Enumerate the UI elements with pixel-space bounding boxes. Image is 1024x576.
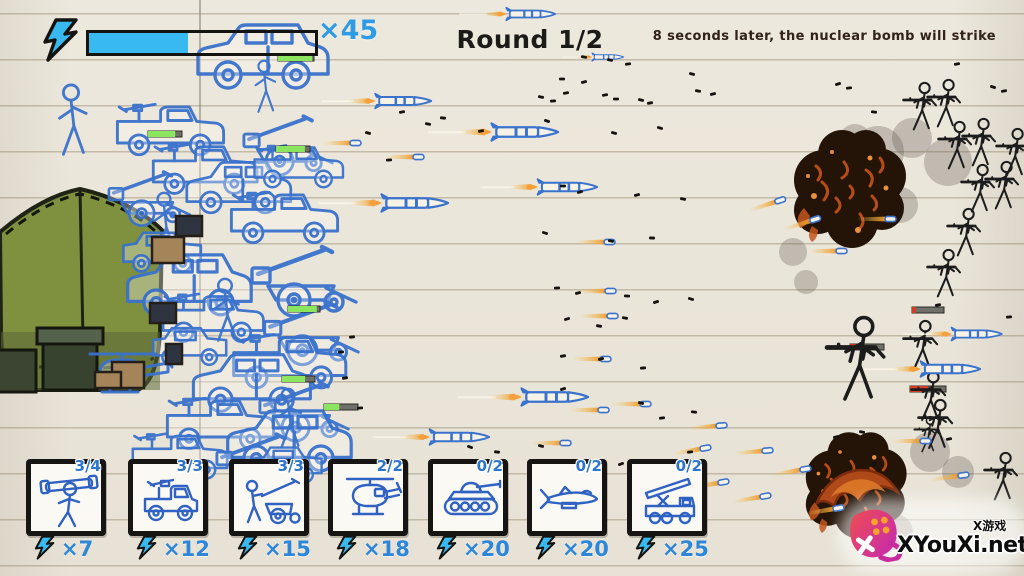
cost-artillery: ×15 xyxy=(237,535,311,562)
cost-value: ×20 xyxy=(562,536,609,561)
cost-bolt-icon xyxy=(34,535,55,560)
cost-gun-truck: ×12 xyxy=(136,535,210,562)
watermark-site: XYouXi.net xyxy=(897,533,1024,558)
watermark-tag: X游戏 xyxy=(973,519,1007,533)
unit-card-tank[interactable]: 0/2 xyxy=(428,457,508,536)
cost-bolt-icon xyxy=(336,535,357,560)
cost-value: ×25 xyxy=(662,536,709,561)
cost-bolt-icon xyxy=(635,535,656,560)
unit-card-bazooka-soldier[interactable]: 3/4 xyxy=(26,457,106,536)
cost-bolt-icon xyxy=(136,535,157,560)
card-count: 3/4 xyxy=(74,457,101,475)
cost-bazooka-soldier: ×7 xyxy=(34,535,93,562)
watermark[interactable]: X游戏 XYouXi.net xyxy=(845,500,1024,572)
rocket-truck-icon xyxy=(644,477,696,525)
cost-rocket-truck: ×25 xyxy=(635,535,709,562)
energy-multiplier: ×45 xyxy=(318,15,379,46)
nuke-warning-text: 8 seconds later, the nuclear bomb will s… xyxy=(652,29,996,44)
cost-bolt-icon xyxy=(436,535,457,560)
card-count: 3/3 xyxy=(176,457,203,475)
card-count: 0/2 xyxy=(575,457,602,475)
artillery-icon xyxy=(245,477,301,525)
energy-bolt-icon xyxy=(43,18,78,62)
tank-icon xyxy=(443,479,502,516)
cost-fighter-jet: ×20 xyxy=(535,535,609,562)
card-count: 0/2 xyxy=(476,457,503,475)
card-count: 0/2 xyxy=(675,457,702,475)
cost-value: ×12 xyxy=(163,536,210,561)
cost-tank: ×20 xyxy=(436,535,510,562)
unit-card-artillery[interactable]: 3/3 xyxy=(229,457,309,536)
unit-card-helicopter[interactable]: 2/2 xyxy=(328,457,408,536)
energy-bar-fill xyxy=(89,33,189,53)
cost-helicopter: ×18 xyxy=(336,535,410,562)
round-label: Round 1/2 xyxy=(456,25,604,54)
bazooka-soldier-icon xyxy=(39,474,99,528)
fighter-jet-icon xyxy=(539,485,599,510)
unit-card-gun-truck[interactable]: 3/3 xyxy=(128,457,208,536)
unit-card-rocket-truck[interactable]: 0/2 xyxy=(627,457,707,536)
cost-value: ×20 xyxy=(463,536,510,561)
unit-card-fighter-jet[interactable]: 0/2 xyxy=(527,457,607,536)
base-tent xyxy=(0,187,164,394)
gamepad-icon xyxy=(850,509,903,563)
gun-truck-icon xyxy=(143,478,199,522)
cost-value: ×18 xyxy=(363,536,410,561)
card-count: 3/3 xyxy=(277,457,304,475)
cost-value: ×15 xyxy=(264,536,311,561)
cost-bolt-icon xyxy=(535,535,556,560)
cost-value: ×7 xyxy=(61,536,94,561)
energy-bar xyxy=(86,30,318,56)
helicopter-icon xyxy=(345,477,403,516)
card-count: 2/2 xyxy=(376,457,403,475)
cost-bolt-icon xyxy=(237,535,258,560)
